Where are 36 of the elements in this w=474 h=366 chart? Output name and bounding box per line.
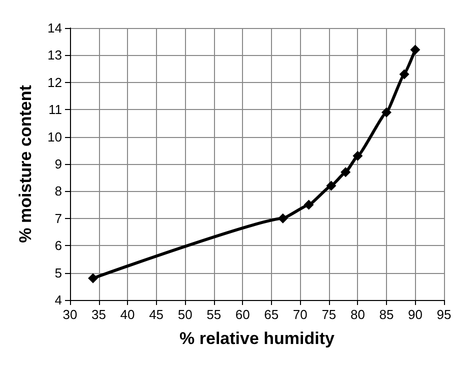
y-tick-label: 10 bbox=[48, 129, 62, 144]
y-tick-label: 8 bbox=[54, 184, 62, 199]
point bbox=[278, 213, 288, 224]
point bbox=[399, 69, 410, 80]
point bbox=[88, 273, 98, 284]
x-tick-label: 95 bbox=[436, 307, 452, 322]
point bbox=[326, 180, 336, 191]
x-tick-label: 40 bbox=[120, 307, 135, 322]
point bbox=[304, 200, 314, 210]
x-tick-label: 75 bbox=[322, 307, 336, 322]
x-tick-label: 30 bbox=[62, 307, 78, 322]
x-tick-label: 35 bbox=[92, 307, 106, 322]
y-tick-label: 12 bbox=[48, 74, 62, 90]
point bbox=[340, 167, 351, 178]
x-tick-label: 65 bbox=[264, 307, 279, 322]
y-tick-label: 4 bbox=[54, 292, 62, 308]
x-tick-label: 80 bbox=[350, 307, 365, 322]
y-tick-label: 5 bbox=[54, 265, 62, 280]
y-tick-label: 13 bbox=[48, 48, 62, 63]
x-tick-label: 85 bbox=[379, 307, 394, 322]
y-axis-title: % moisture content bbox=[16, 84, 35, 243]
x-tick-label: 70 bbox=[292, 307, 308, 322]
y-tick-label: 6 bbox=[54, 238, 62, 254]
x-tick-label: 90 bbox=[408, 307, 422, 322]
x-tick-label: 55 bbox=[206, 307, 222, 322]
x-axis-title: % relative humidity bbox=[180, 329, 336, 348]
point bbox=[381, 107, 392, 118]
x-tick-label: 60 bbox=[235, 307, 250, 322]
y-tick-label: 7 bbox=[54, 210, 62, 226]
point bbox=[410, 44, 420, 55]
x-tick-label: 50 bbox=[178, 307, 192, 322]
y-tick-label: 11 bbox=[48, 102, 62, 118]
y-tick-label: 14 bbox=[48, 20, 62, 36]
x-tick-label: 45 bbox=[149, 307, 164, 322]
point bbox=[352, 150, 363, 161]
y-tick-label: 9 bbox=[54, 156, 62, 172]
